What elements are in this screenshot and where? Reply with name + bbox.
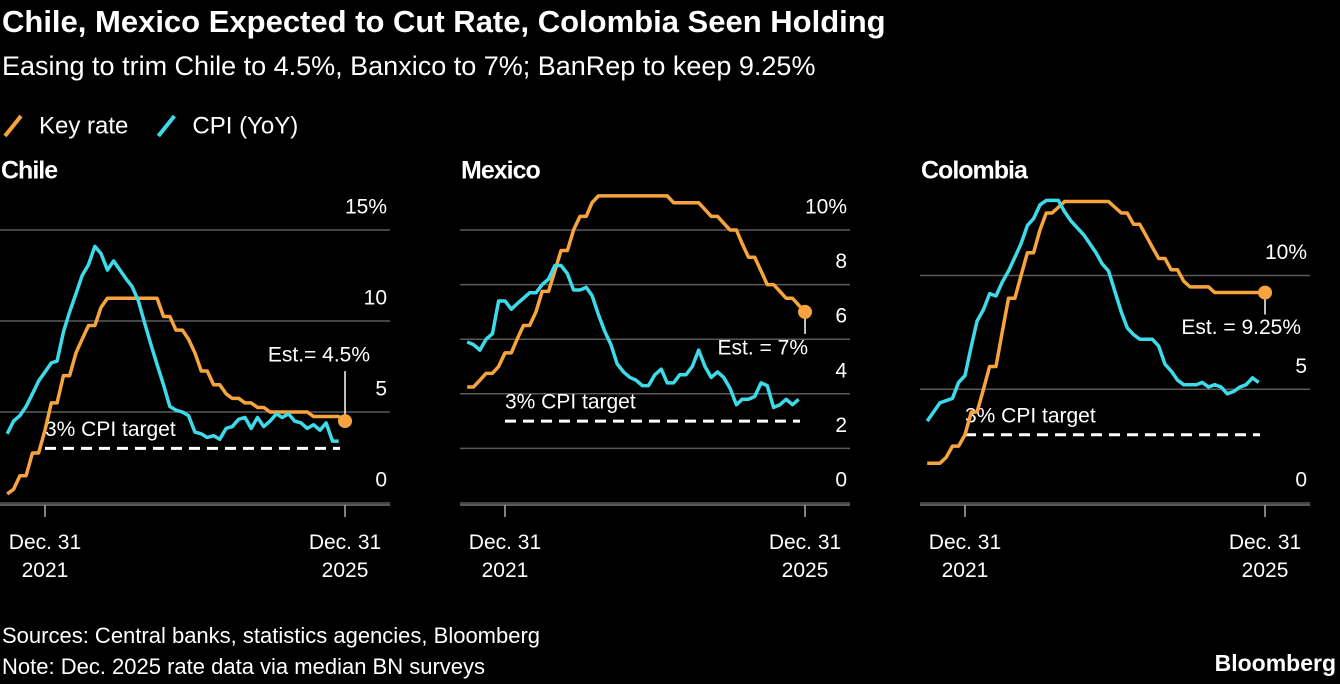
x-tick-label: Dec. 31 2021 <box>9 531 81 582</box>
series-line <box>5 244 339 443</box>
source: Sources: Central banks, statistics agenc… <box>2 623 540 648</box>
estimate-dot <box>1258 285 1273 300</box>
y-tick-label: 0 <box>835 469 847 492</box>
x-tick-label: Dec. 31 2021 <box>469 531 541 582</box>
y-tick-label: 6 <box>835 305 847 328</box>
y-tick-label: 0 <box>375 469 387 492</box>
panel-title: Colombia <box>921 157 1029 185</box>
x-tick-label: Dec. 31 2021 <box>929 531 1001 582</box>
y-tick-label: 5 <box>375 378 387 401</box>
legend-swatch <box>3 114 23 138</box>
estimate-label: Est. = 9.25% <box>1181 316 1301 339</box>
legend-swatch <box>156 114 176 138</box>
y-tick-label: 10% <box>1265 241 1307 264</box>
target-label: 3% CPI target <box>965 404 1096 427</box>
y-tick-label: 4 <box>835 359 847 382</box>
series-line <box>927 199 1266 465</box>
x-tick-label: Dec. 31 2025 <box>309 531 381 582</box>
y-tick-label: 2 <box>835 414 847 437</box>
y-tick-label: 8 <box>835 250 847 273</box>
series-line <box>466 263 800 410</box>
y-tick-label: 0 <box>1295 469 1307 492</box>
estimate-label: Est. = 7% <box>718 336 808 359</box>
series-line <box>6 296 347 496</box>
panel-title: Mexico <box>461 157 540 185</box>
note: Note: Dec. 2025 rate data via median BN … <box>2 654 485 679</box>
x-tick-label: Dec. 31 2025 <box>1229 531 1301 582</box>
target-label: 3% CPI target <box>45 418 176 441</box>
estimate-label: Est.= 4.5% <box>268 344 370 367</box>
panel-title: Chile <box>1 157 58 185</box>
y-tick-label: 10% <box>805 196 847 219</box>
chart-title: Chile, Mexico Expected to Cut Rate, Colo… <box>2 4 886 39</box>
legend-label: Key rate <box>39 112 128 139</box>
target-label: 3% CPI target <box>505 391 636 414</box>
y-tick-label: 10 <box>364 287 387 310</box>
y-tick-label: 15% <box>345 196 387 219</box>
estimate-dot <box>338 414 353 429</box>
y-tick-label: 5 <box>1295 355 1307 378</box>
legend-label: CPI (YoY) <box>192 112 298 139</box>
x-tick-label: Dec. 31 2025 <box>769 531 841 582</box>
estimate-dot <box>798 304 813 319</box>
series-line <box>467 194 807 389</box>
series-line <box>925 198 1260 423</box>
brand: Bloomberg <box>1215 650 1336 676</box>
chart-subtitle: Easing to trim Chile to 4.5%, Banxico to… <box>2 51 815 81</box>
